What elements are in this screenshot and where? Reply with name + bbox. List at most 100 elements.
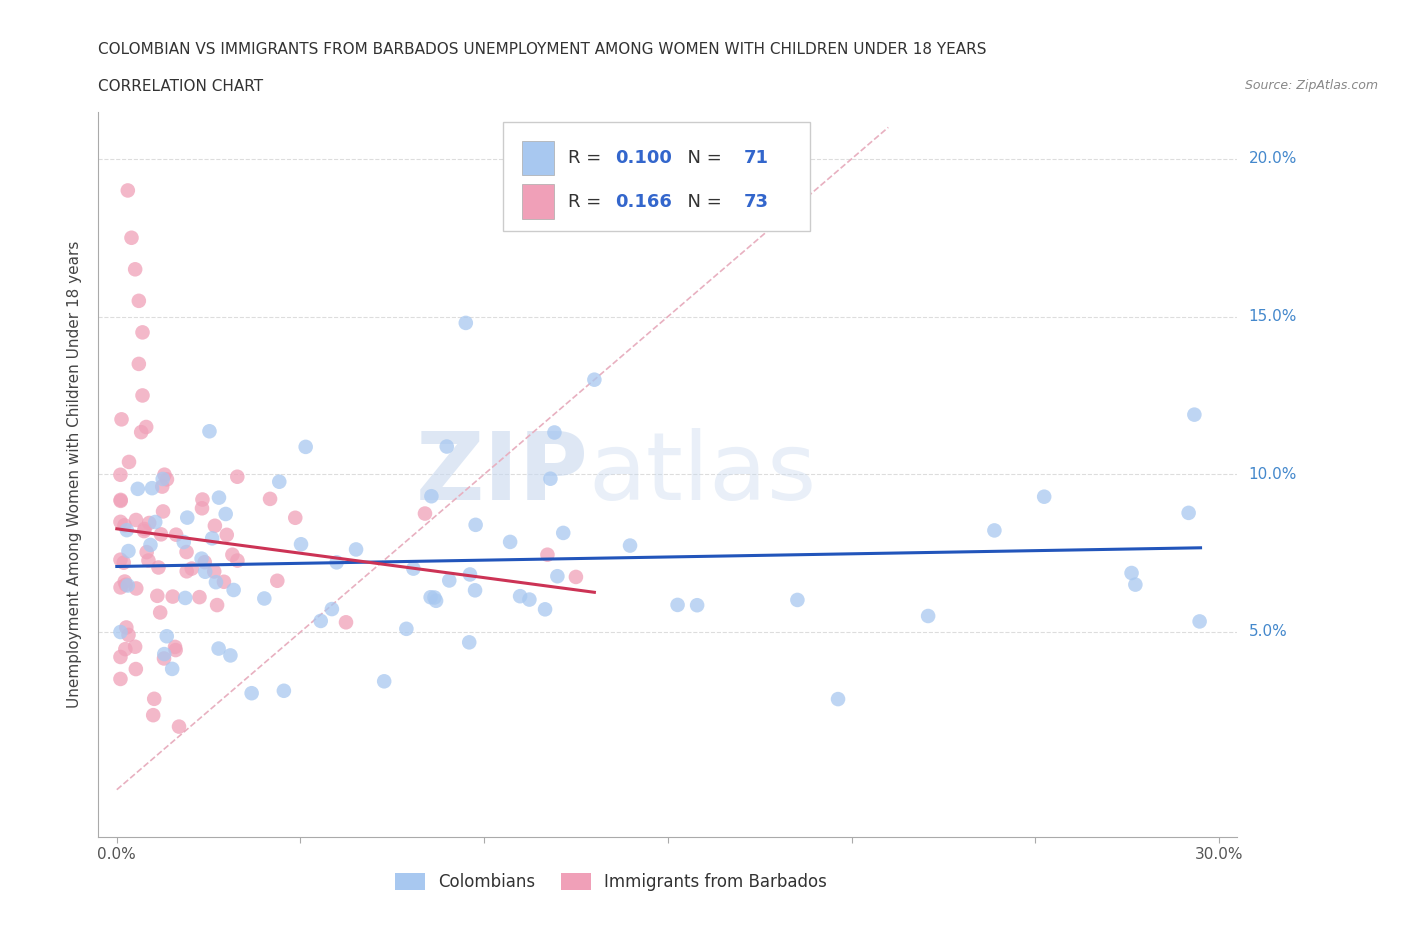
Point — [1188, 614, 1211, 629]
Point — [117, 628, 139, 643]
Point — [226, 470, 249, 485]
Point — [325, 555, 347, 570]
Point — [150, 527, 173, 542]
Point — [207, 641, 229, 656]
Point — [110, 492, 132, 507]
Point — [162, 589, 184, 604]
Point — [419, 590, 441, 604]
Point — [110, 649, 132, 664]
Text: N =: N = — [676, 193, 727, 210]
Point — [269, 474, 291, 489]
Point — [413, 506, 436, 521]
Point — [148, 560, 170, 575]
Point — [1182, 407, 1205, 422]
Point — [546, 569, 568, 584]
Point — [538, 472, 561, 486]
Point — [163, 640, 186, 655]
Text: R =: R = — [568, 193, 606, 210]
Point — [464, 517, 486, 532]
Text: atlas: atlas — [588, 429, 817, 520]
Point — [402, 561, 425, 576]
Point — [143, 691, 166, 706]
Point — [190, 551, 212, 566]
Point — [128, 356, 150, 371]
Point — [118, 455, 141, 470]
Point — [499, 535, 522, 550]
Point — [135, 545, 157, 560]
Point — [219, 648, 242, 663]
Point — [543, 425, 565, 440]
Point — [150, 479, 173, 494]
Point — [156, 629, 179, 644]
Point — [176, 545, 198, 560]
Point — [204, 518, 226, 533]
Point — [259, 491, 281, 506]
Point — [266, 573, 288, 588]
Point — [335, 615, 357, 630]
Point — [132, 524, 155, 538]
Point — [110, 494, 132, 509]
Point — [160, 661, 183, 676]
FancyBboxPatch shape — [522, 140, 554, 176]
Point — [420, 489, 443, 504]
Point — [373, 674, 395, 689]
Point — [139, 538, 162, 552]
Point — [201, 531, 224, 546]
Point — [202, 565, 225, 579]
Point — [309, 614, 332, 629]
Legend: Colombians, Immigrants from Barbados: Colombians, Immigrants from Barbados — [388, 866, 834, 897]
Text: ZIP: ZIP — [415, 429, 588, 520]
Point — [125, 581, 148, 596]
Point — [553, 525, 575, 540]
Point — [534, 602, 557, 617]
Point — [128, 293, 150, 308]
Point — [294, 440, 316, 455]
Point — [176, 564, 198, 578]
Point — [173, 535, 195, 550]
FancyBboxPatch shape — [503, 123, 810, 232]
Point — [464, 583, 486, 598]
Point — [138, 553, 160, 568]
Point — [454, 315, 477, 330]
Point — [143, 514, 166, 529]
Point — [114, 642, 136, 657]
Point — [565, 569, 588, 584]
Point — [194, 565, 217, 579]
Point — [205, 575, 228, 590]
Point — [110, 412, 132, 427]
Text: 0.100: 0.100 — [616, 149, 672, 167]
Point — [167, 719, 190, 734]
Point — [983, 523, 1005, 538]
Point — [117, 578, 139, 593]
Point — [174, 591, 197, 605]
Point — [240, 685, 263, 700]
Point — [222, 582, 245, 597]
Point — [125, 661, 148, 676]
Point — [208, 490, 231, 505]
Point — [1121, 565, 1143, 580]
Point — [153, 646, 176, 661]
Text: N =: N = — [676, 149, 727, 167]
Point — [188, 590, 211, 604]
Text: 10.0%: 10.0% — [1249, 467, 1296, 482]
Point — [153, 651, 176, 666]
Point — [273, 684, 295, 698]
Point — [1125, 578, 1147, 592]
Point — [439, 573, 461, 588]
Point — [114, 518, 136, 533]
Point — [176, 511, 198, 525]
Point — [180, 561, 202, 576]
Point — [110, 552, 132, 567]
Point — [114, 578, 136, 592]
Y-axis label: Unemployment Among Women with Children Under 18 years: Unemployment Among Women with Children U… — [67, 241, 83, 708]
Point — [134, 522, 156, 537]
Point — [112, 555, 135, 570]
Point — [117, 544, 139, 559]
Point — [458, 635, 481, 650]
Point — [131, 388, 153, 403]
Point — [110, 468, 132, 483]
Point — [110, 625, 132, 640]
Point — [153, 467, 176, 482]
Point — [110, 671, 132, 686]
Point — [198, 424, 221, 439]
